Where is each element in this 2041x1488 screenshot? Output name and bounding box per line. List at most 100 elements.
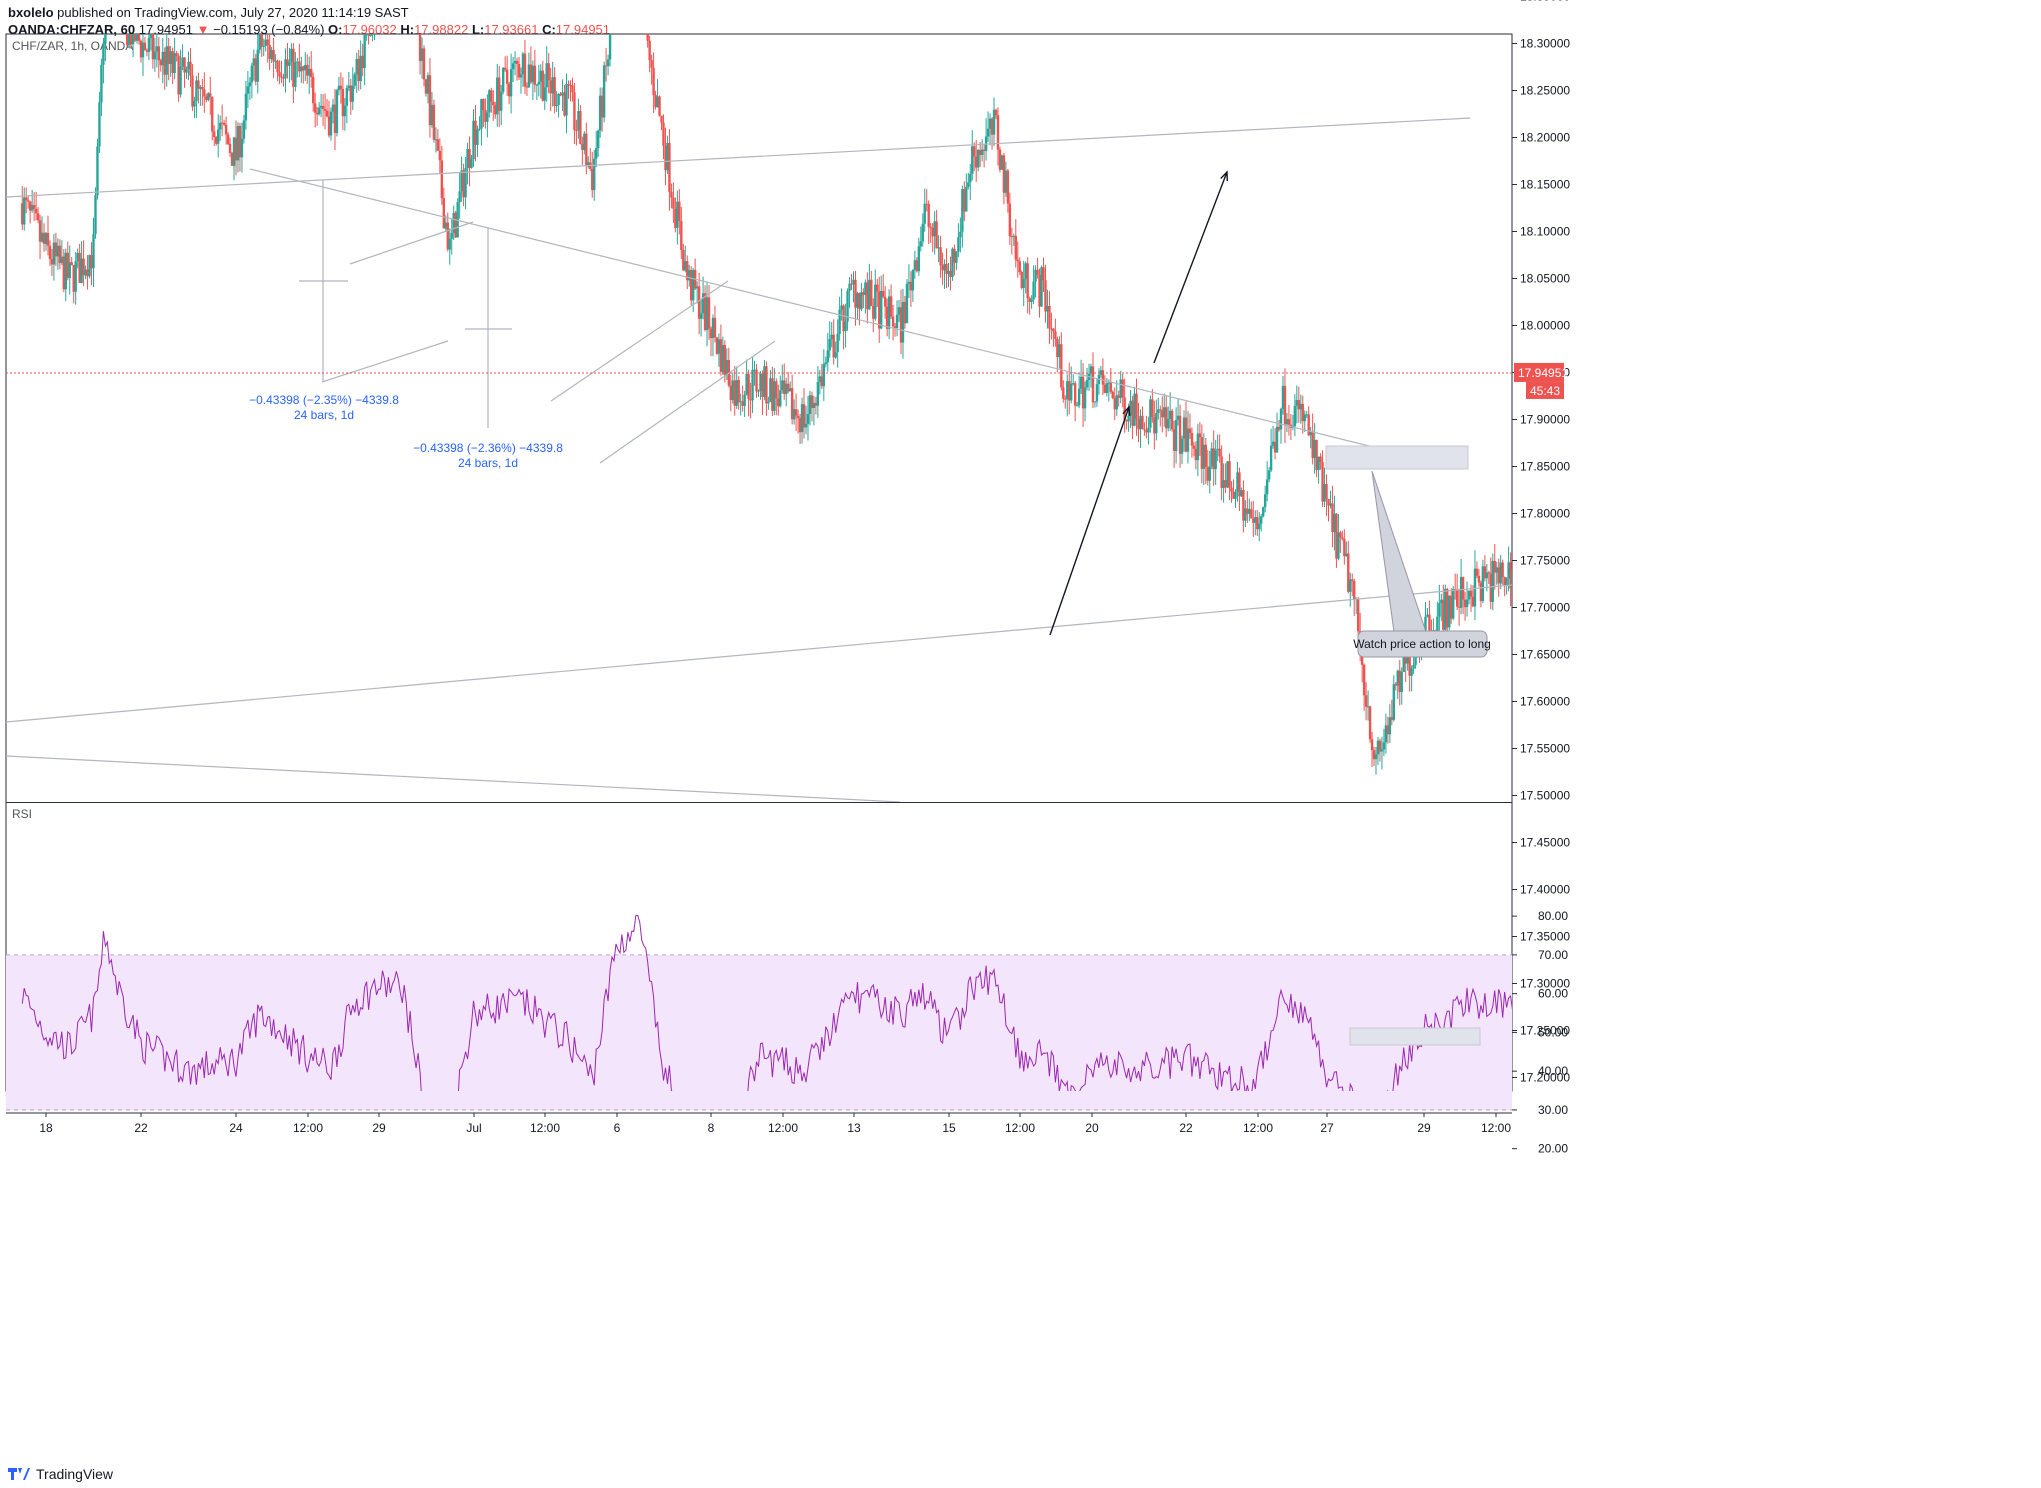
candle-body <box>794 409 798 416</box>
candle-body <box>122 3 124 6</box>
candle-body <box>1165 407 1168 429</box>
tradingview-footer[interactable]: TradingView <box>8 1466 113 1482</box>
candle-body <box>1315 439 1318 470</box>
candle-body <box>480 99 483 129</box>
candle-body <box>715 337 719 354</box>
candle-body <box>357 58 360 82</box>
candle-body <box>852 279 855 285</box>
candle-body <box>478 128 481 130</box>
candle-body <box>895 314 899 329</box>
candle-body <box>492 101 495 106</box>
candle-body <box>1656 727 1658 742</box>
candle-body <box>1228 461 1231 488</box>
candle-body <box>1806 238 1808 247</box>
price-plot <box>6 3 1919 802</box>
candle-body <box>1688 641 1690 686</box>
candle-body <box>887 296 891 329</box>
candle-body <box>1046 306 1049 312</box>
candle-body <box>836 333 839 353</box>
candle-body <box>1767 339 1769 340</box>
candle-body <box>1469 590 1473 597</box>
candle-body <box>1779 309 1781 329</box>
candle-body <box>1585 547 1587 565</box>
candle-body <box>127 34 131 45</box>
time-tick-label: 12:00 <box>1243 1121 1273 1135</box>
candle-body <box>1151 399 1154 418</box>
candle-body <box>1771 306 1773 336</box>
candle-body <box>1307 414 1310 436</box>
candle-body <box>1127 415 1130 422</box>
candle-body <box>1174 419 1178 451</box>
candle-body <box>1261 507 1265 517</box>
candle-body <box>1111 391 1114 399</box>
candle-body <box>1026 263 1029 299</box>
candle-body <box>613 4 615 23</box>
candle-body <box>559 93 562 96</box>
tradingview-brand: TradingView <box>36 1466 114 1482</box>
candle-body <box>46 233 50 246</box>
candle-body <box>1024 263 1027 279</box>
upper-channel-line <box>6 117 1471 198</box>
candle-body <box>1573 514 1575 517</box>
candle-body <box>1451 589 1455 619</box>
projection-arrow-2 <box>1153 170 1229 364</box>
candle-body <box>193 101 196 107</box>
candle-body <box>1056 338 1059 358</box>
candle-body <box>1701 599 1703 604</box>
candle-body <box>1301 403 1304 422</box>
candle-body <box>177 55 180 95</box>
candle-body <box>207 93 210 101</box>
candle-body <box>725 360 729 376</box>
candle-body <box>1400 671 1403 692</box>
candle-body <box>1781 288 1783 309</box>
candle-body <box>1117 395 1120 398</box>
candle-body <box>319 105 323 108</box>
candle-body <box>1182 417 1186 439</box>
candle-body <box>1539 540 1541 552</box>
candle-body <box>1917 344 1919 361</box>
candle-body <box>1305 414 1308 416</box>
candle-body <box>195 80 198 102</box>
time-tick-label: 22 <box>1179 1121 1193 1135</box>
candle-body <box>1587 547 1589 555</box>
candle-body <box>611 23 613 31</box>
author-name[interactable]: bxolelo <box>8 5 54 20</box>
candle-body <box>1638 685 1640 715</box>
candle-body <box>1157 409 1160 414</box>
candle-body <box>955 251 958 263</box>
candle-body <box>341 88 345 117</box>
candle-body <box>729 385 732 401</box>
candle-body <box>1608 594 1610 613</box>
candle-body <box>1723 569 1725 606</box>
high-value: 17.98822 <box>414 22 469 37</box>
candle-body <box>1198 433 1202 438</box>
candle-body <box>1483 566 1487 579</box>
candle-body <box>1499 562 1502 584</box>
candle-body <box>686 261 689 281</box>
candle-body <box>347 85 351 89</box>
candle-body <box>1115 395 1118 410</box>
candle-body <box>337 85 341 91</box>
candle-body <box>654 94 657 108</box>
candle-body <box>343 105 347 117</box>
candle-body <box>201 87 204 90</box>
candle-body <box>462 170 465 198</box>
candle-body <box>244 93 248 121</box>
candle-body <box>596 130 600 149</box>
candle-body <box>100 64 103 103</box>
candle-body <box>1798 232 1800 246</box>
candle-body <box>1527 537 1529 550</box>
candle-body <box>1089 366 1093 374</box>
candle-body <box>86 269 89 277</box>
candle-body <box>40 232 44 242</box>
candle-body <box>183 57 186 73</box>
candle-body <box>1836 261 1838 262</box>
candle-body <box>333 104 337 133</box>
candle-body <box>737 380 740 403</box>
candle-body <box>587 162 590 167</box>
price-pane-title: CHF/ZAR, 1h, OANDA <box>12 39 133 53</box>
candle-body <box>430 104 434 126</box>
candle-body <box>199 87 202 89</box>
candle-body <box>460 170 463 192</box>
